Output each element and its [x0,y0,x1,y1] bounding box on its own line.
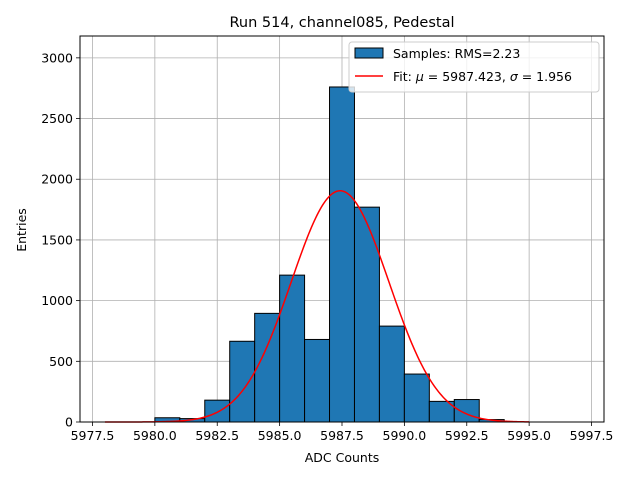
y-tick-label: 500 [49,354,73,369]
y-tick-label: 1500 [41,232,73,247]
histogram-bar [353,206,380,423]
histogram-bar [378,325,405,423]
x-tick-label: 5995.0 [507,428,551,443]
x-axis-ticks: 5977.5 5980.0 5982.5 5985.0 5987.5 5990.0 5992… [71,422,614,443]
histogram-bar [329,86,355,423]
y-tick-label: 3000 [41,50,73,65]
legend-fit-label: Fit: μ = 5987.423, σ = 1.956 [393,69,572,84]
x-tick-label: 5990.0 [383,428,427,443]
mu-symbol: μ [415,69,424,84]
x-tick-label: 5992.5 [445,428,489,443]
y-tick-label: 1000 [41,293,73,308]
legend-samples-swatch [354,47,384,59]
x-tick-label: 5980.0 [133,428,177,443]
fit-curve [104,190,530,423]
legend-box [348,41,600,93]
y-axis-ticks: 0 500 1000 1500 2000 2500 3000 [41,50,80,430]
x-tick-label: 5977.5 [71,428,115,443]
y-tick-label: 2000 [41,172,73,187]
y-tick-label: 0 [65,415,73,430]
histogram-bar [453,399,480,423]
x-tick-label: 5987.5 [320,428,364,443]
y-tick-label: 2500 [41,111,73,126]
histogram-bars [154,86,505,423]
sigma-symbol: σ [510,69,519,84]
histogram-bar [204,399,231,423]
histogram-bar [229,340,256,423]
histogram-bar [304,338,331,423]
legend-samples-label: Samples: RMS=2.23 [393,46,520,61]
x-tick-label: 5985.0 [258,428,302,443]
histogram-bar [254,312,281,423]
histogram-bar [279,274,306,423]
histogram-bar [403,373,430,423]
legend: Samples: RMS=2.23 Fit: μ = 5987.423, σ =… [348,41,600,93]
chart-title: Run 514, channel085, Pedestal [229,15,454,31]
y-axis-label: Entries [14,208,29,252]
x-tick-label: 5982.5 [195,428,239,443]
x-tick-label: 5997.5 [570,428,614,443]
x-axis-label: ADC Counts [305,450,380,465]
